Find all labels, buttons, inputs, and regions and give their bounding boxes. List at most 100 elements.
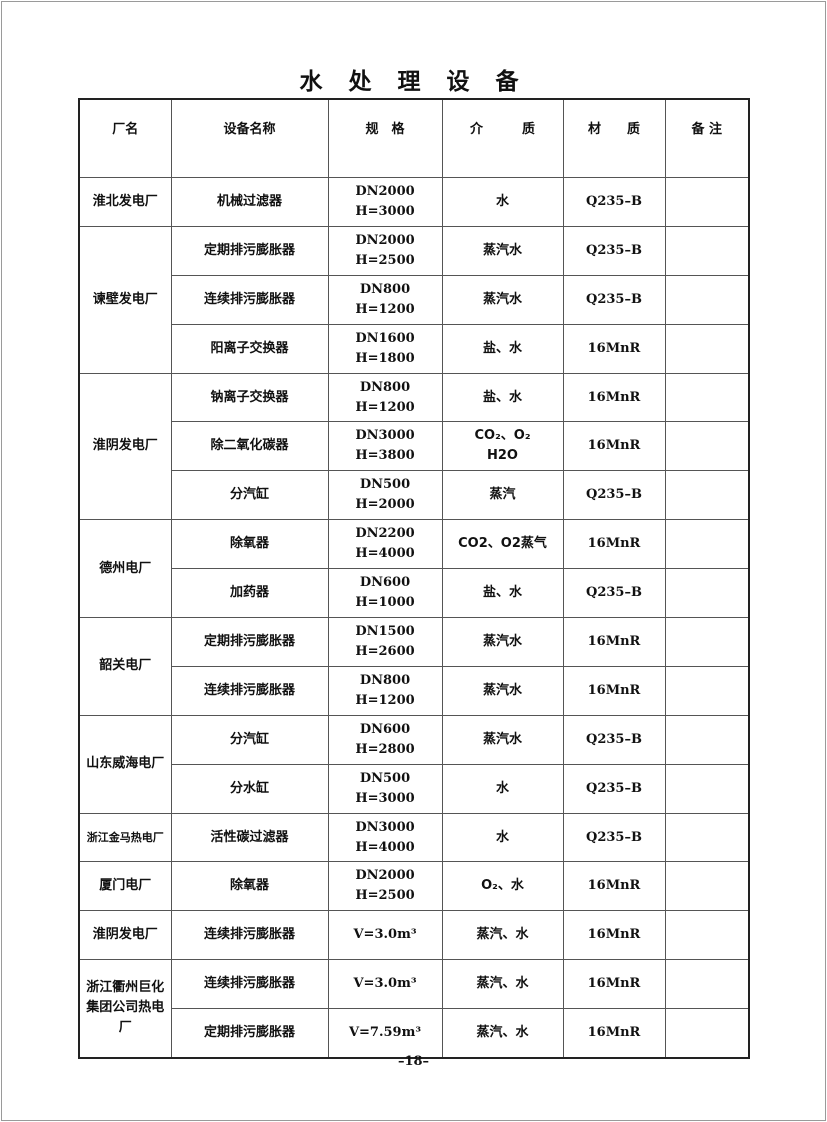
factory-cell: 山东威海电厂 <box>78 714 172 814</box>
factory-cell: 淮阴发电厂 <box>78 372 172 521</box>
spec-cell-line: H=3000 <box>355 203 415 219</box>
table-row: 分水缸 DN500 H=3000 水 Q235–B <box>79 763 750 814</box>
spec-cell: DN500 H=3000 <box>327 763 443 814</box>
medium-cell: 蒸汽 <box>441 470 564 521</box>
material-cell: 16MnR <box>562 617 666 667</box>
spec-cell-line: H=2000 <box>355 497 415 513</box>
table-row: 分汽缸 DN500 H=2000 蒸汽 Q235–B <box>79 470 750 521</box>
note-cell <box>664 274 750 325</box>
header-factory: 厂名 <box>78 98 172 178</box>
material-cell: Q235–B <box>562 763 666 814</box>
header-note: 备 注 <box>664 98 750 178</box>
equipment-cell: 分水缸 <box>170 763 329 814</box>
material-cell: Q235–B <box>562 470 666 521</box>
note-cell <box>664 177 750 227</box>
spec-cell-line: DN1500 <box>355 623 415 639</box>
material-cell: 16MnR <box>562 372 666 423</box>
material-cell: 16MnR <box>562 959 666 1010</box>
material-cell: Q235–B <box>562 714 666 765</box>
equipment-cell: 定期排污膨胀器 <box>170 1008 329 1059</box>
header-material: 材 质 <box>562 98 666 178</box>
table-row: 谏壁发电厂 定期排污膨胀器 DN2000 H=2500 蒸汽水 Q235–B <box>78 225 750 374</box>
medium-cell-line: 蒸汽、水 <box>476 1024 529 1040</box>
spec-cell-line: DN3000 <box>355 428 415 444</box>
page-title: 水 处 理 设 备 <box>299 69 528 95</box>
spec-cell-line: H=1200 <box>355 399 415 415</box>
equipment-cell: 加药器 <box>170 568 329 619</box>
equipment-cell: 定期排污膨胀器 <box>170 225 329 276</box>
medium-cell: CO₂、O₂ H2O <box>441 421 564 472</box>
medium-cell: 蒸汽水 <box>441 617 564 667</box>
header-spec: 规 格 <box>327 98 443 178</box>
medium-cell: 水 <box>441 763 564 814</box>
medium-cell-line: 蒸汽 <box>489 487 516 503</box>
note-cell <box>664 861 750 912</box>
spec-cell: DN2000 H=2500 <box>327 225 443 276</box>
table-row: 定期排污膨胀器 V=7.59m³ 蒸汽、水 16MnR <box>79 1008 750 1059</box>
medium-cell: 蒸汽、水 <box>441 959 564 1010</box>
equipment-table: 厂名 设备名称 规 格 介 质 材 质 备 注 淮北发电厂 机械过滤器 DN2000… <box>78 98 750 1059</box>
table-row: 淮阴发电厂 钠离子交换器 DN800 H=1200 盐、水 16MnR <box>78 372 750 521</box>
spec-cell-line: DN800 <box>359 672 411 688</box>
factory-cell: 韶关电厂 <box>78 617 172 716</box>
note-cell <box>664 519 750 570</box>
spec-cell: V=3.0m³ <box>327 910 443 961</box>
material-cell: Q235–B <box>562 812 666 863</box>
spec-cell: DN800 H=1200 <box>327 665 443 716</box>
table-row: 连续排污膨胀器 DN800 H=1200 蒸汽水 16MnR <box>79 665 750 716</box>
spec-cell-line: H=4000 <box>355 546 415 562</box>
equipment-cell: 除二氧化碳器 <box>170 421 329 472</box>
spec-cell-line: H=2600 <box>355 643 415 659</box>
table-row: 加药器 DN600 H=1000 盐、水 Q235–B <box>79 568 750 619</box>
spec-cell: DN1600 H=1800 <box>327 323 443 374</box>
note-cell <box>664 568 750 619</box>
note-cell <box>664 421 750 472</box>
medium-cell-line: 水 <box>495 780 509 796</box>
header-medium: 介 质 <box>441 98 564 178</box>
material-cell: Q235–B <box>562 568 666 619</box>
spec-cell-line: DN800 <box>359 379 411 395</box>
medium-cell-line: 蒸汽、水 <box>476 927 529 943</box>
spec-cell-line: V=3.0m³ <box>353 976 417 992</box>
equipment-cell: 机械过滤器 <box>170 177 329 227</box>
factory-cell: 德州电厂 <box>78 519 172 619</box>
material-cell: 16MnR <box>562 421 666 472</box>
equipment-cell: 连续排污膨胀器 <box>170 959 329 1010</box>
medium-cell: 蒸汽水 <box>441 274 564 325</box>
table-row: 德州电厂 除氧器 DN2200 H=4000 CO2、O2蒸气 16MnR <box>78 519 750 619</box>
header-equipment: 设备名称 <box>170 98 329 178</box>
table-row: 除二氧化碳器 DN3000 H=3800 CO₂、O₂ H2O 16MnR <box>79 421 750 472</box>
medium-cell: 蒸汽水 <box>441 714 564 765</box>
note-cell <box>664 959 750 1010</box>
spec-cell-line: H=1200 <box>355 301 415 317</box>
medium-cell: 蒸汽、水 <box>441 1008 564 1059</box>
table-row: 连续排污膨胀器 DN800 H=1200 蒸汽水 Q235–B <box>79 274 750 325</box>
note-cell <box>664 617 750 667</box>
spec-cell: DN600 H=2800 <box>327 714 443 765</box>
medium-cell-line: 盐、水 <box>482 585 522 601</box>
factory-cell: 浙江衢州巨化 集团公司热电厂 <box>78 959 172 1059</box>
note-cell <box>664 225 750 276</box>
equipment-cell: 连续排污膨胀器 <box>170 910 329 961</box>
equipment-cell: 分汽缸 <box>170 470 329 521</box>
spec-cell: DN1500 H=2600 <box>327 617 443 667</box>
spec-cell-line: DN600 <box>359 721 411 737</box>
spec-cell: V=3.0m³ <box>327 959 443 1010</box>
equipment-cell: 钠离子交换器 <box>170 372 329 423</box>
table-row: 淮阴发电厂 连续排污膨胀器 V=3.0m³ 蒸汽、水 16MnR <box>78 910 750 961</box>
factory-cell-line: 集团公司热电厂 <box>86 1000 165 1036</box>
medium-cell: 蒸汽、水 <box>441 910 564 961</box>
equipment-cell: 连续排污膨胀器 <box>170 665 329 716</box>
table-row: 阳离子交换器 DN1600 H=1800 盐、水 16MnR <box>79 323 750 374</box>
table-row: 淮北发电厂 机械过滤器 DN2000 H=3000 水 Q235–B <box>78 177 750 227</box>
material-cell: 16MnR <box>562 665 666 716</box>
spec-cell: DN2000 H=3000 <box>327 177 443 227</box>
spec-cell-line: DN2000 <box>355 183 415 199</box>
spec-cell: DN3000 H=3800 <box>327 421 443 472</box>
material-cell: 16MnR <box>562 519 666 570</box>
spec-cell: V=7.59m³ <box>327 1008 443 1059</box>
page-number: –18– <box>397 1054 430 1069</box>
spec-cell-line: DN500 <box>359 477 411 493</box>
spec-cell: DN2200 H=4000 <box>327 519 443 570</box>
